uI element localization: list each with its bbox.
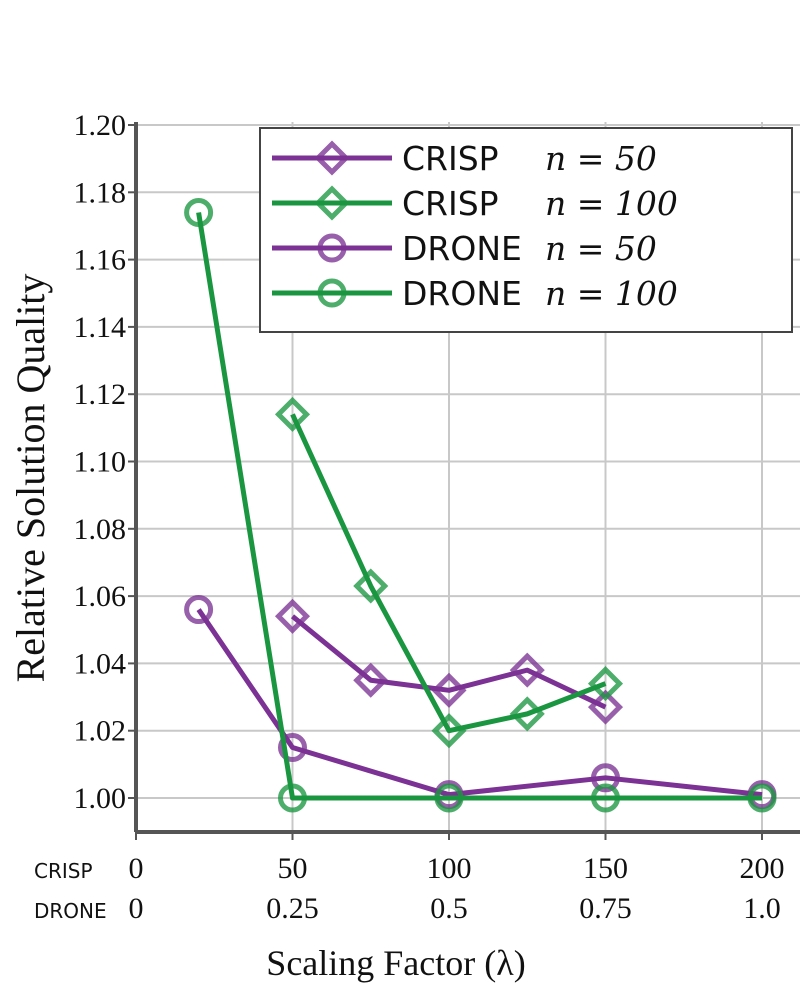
y-axis-label: Relative Solution Quality [8,274,53,683]
data-point [431,672,467,708]
data-point [353,568,389,604]
x-tick-label: 50 [278,852,308,885]
x-tick-label: 1.0 [743,892,781,925]
tick-labels: 1.001.021.041.061.081.101.121.141.161.18… [34,109,785,925]
legend-n-label: n = 100 [545,274,678,313]
x-tick-label: 0 [129,892,144,925]
y-tick-label: 1.16 [74,244,127,277]
y-tick-label: 1.00 [74,782,127,815]
series-group [184,197,777,813]
legend-item: CRISP n = 50 [272,139,657,178]
legend-series-name: CRISP [402,184,499,223]
data-point [434,783,464,813]
legend-n-label: n = 50 [545,139,657,178]
series-line [290,614,607,710]
series-line [196,608,763,798]
x-tick-label: 100 [427,852,472,885]
data-point [591,763,620,793]
legend-item: CRISP n = 100 [272,184,678,223]
data-point [591,783,620,813]
series-crisp-100 [274,396,624,749]
legend-marker [317,278,347,308]
y-tick-label: 1.18 [74,176,127,209]
y-tick-label: 1.14 [74,311,127,344]
legend-series-name: DRONE [402,274,522,313]
data-point [747,783,777,813]
x-axis-label: Scaling Factor (λ) [266,943,525,983]
series-crisp-50 [274,598,624,725]
y-tick-label: 1.06 [74,580,127,613]
data-point [278,733,307,763]
x-tick-label: 0 [129,852,144,885]
x-tick-label: 150 [583,852,628,885]
x-tick-label: 0.25 [266,892,319,925]
legend-series-name: DRONE [402,229,522,268]
x-tick-row-label: CRISP [34,859,93,883]
data-point [587,666,624,702]
data-point [274,396,311,432]
data-point [184,595,214,625]
data-point [431,713,467,749]
y-tick-label: 1.12 [74,378,127,411]
legend-item: DRONE n = 100 [272,274,678,313]
y-tick-label: 1.02 [74,715,127,748]
series-drone-100 [184,197,777,813]
legend-marker [314,185,350,221]
data-point [587,689,624,725]
data-point [509,696,545,732]
legend-series-name: CRISP [402,139,499,178]
y-tick-label: 1.20 [74,109,127,142]
series-drone-50 [184,595,777,810]
legend-n-label: n = 50 [545,229,657,268]
series-line [290,413,607,734]
x-tick-label: 0.5 [430,892,468,925]
legend-marker [314,140,350,176]
series-line [196,212,762,801]
legend-n-label: n = 100 [545,184,678,223]
x-tick-row-label: DRONE [34,899,107,923]
legend-box [259,127,793,333]
legend-marker [317,233,347,263]
y-tick-label: 1.08 [74,513,127,546]
data-point [509,652,545,688]
x-tick-label: 0.75 [579,892,632,925]
y-tick-label: 1.04 [74,647,127,680]
legend-item: DRONE n = 50 [272,229,657,268]
data-point [274,598,311,634]
data-point [184,197,214,227]
x-tick-label: 200 [740,852,785,885]
y-tick-label: 1.10 [74,446,127,479]
data-point [278,783,307,813]
legend: CRISP n = 50 CRISP n = 100 DRONE n = 50 DRONE n… [259,127,793,333]
data-point [353,662,389,698]
axes [128,122,800,840]
